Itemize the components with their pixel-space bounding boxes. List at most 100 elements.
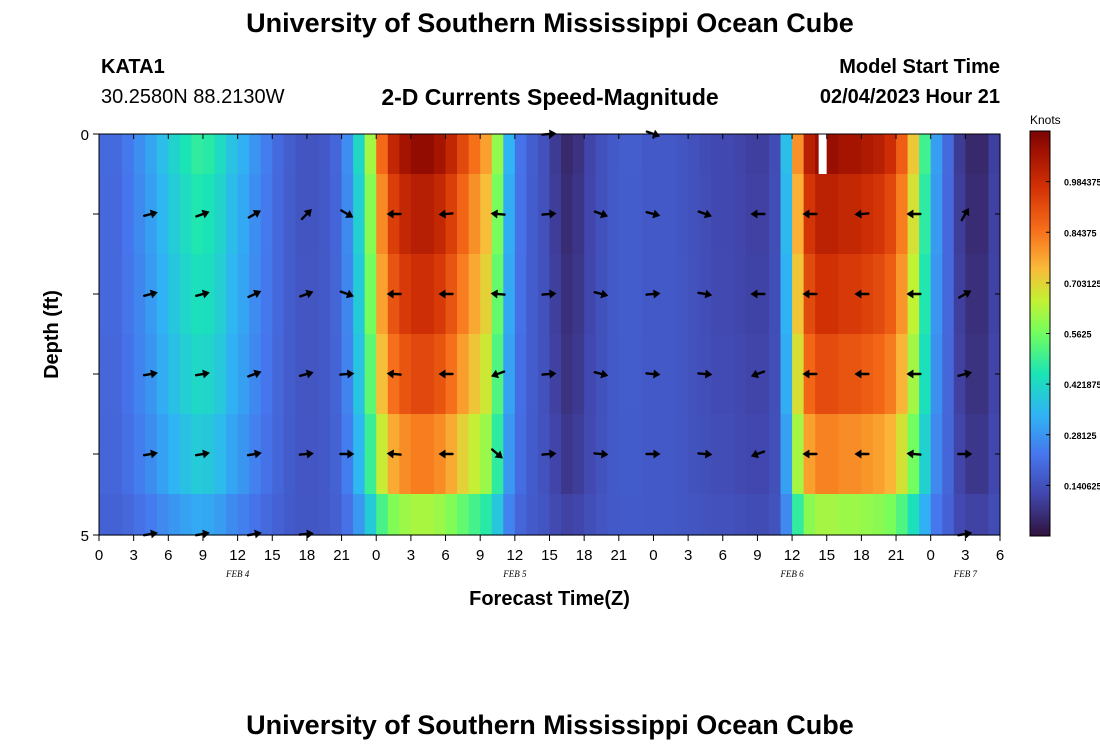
- heatmap-cell: [468, 414, 481, 495]
- heatmap-cell: [237, 494, 250, 536]
- heatmap-cell: [306, 254, 320, 335]
- x-tick-label: 0: [95, 547, 103, 564]
- heatmap-cell: [318, 134, 331, 175]
- heatmap-cell: [237, 134, 250, 175]
- heatmap-cell: [653, 134, 666, 175]
- heatmap-cell: [226, 334, 239, 415]
- heatmap-cell: [653, 494, 666, 536]
- heatmap-cell: [688, 494, 701, 536]
- x-tick-label: 21: [333, 547, 350, 564]
- heatmap-cell: [122, 334, 135, 415]
- heatmap-cell: [584, 254, 597, 335]
- heatmap-cell: [872, 254, 886, 335]
- heatmap-cell: [838, 414, 851, 495]
- station-id: KATA1: [101, 56, 165, 78]
- heatmap-cell: [353, 334, 366, 415]
- heatmap-cell: [884, 494, 897, 536]
- heatmap-cell: [722, 334, 735, 415]
- heatmap-cell: [896, 174, 909, 255]
- x-tick-label: 9: [199, 547, 207, 564]
- heatmap-cell: [168, 494, 181, 536]
- heatmap-cell: [260, 414, 273, 495]
- plot-title: 2-D Currents Speed-Magnitude: [381, 84, 719, 110]
- heatmap-cell: [191, 174, 204, 255]
- heatmap-cell: [988, 414, 1001, 495]
- heatmap-cell: [514, 334, 527, 415]
- heatmap-cell: [468, 334, 481, 415]
- heatmap-cell: [653, 174, 666, 255]
- heatmap-cell: [353, 254, 366, 335]
- heatmap-cell: [988, 174, 1001, 255]
- heatmap-cell: [364, 174, 377, 255]
- heatmap-cell: [376, 254, 389, 335]
- colorbar: Knots 0.984375 0.84375 0.703125 0.5625 0.4218…: [1029, 113, 1100, 537]
- heatmap-cell: [595, 494, 608, 536]
- heatmap-cell: [815, 174, 828, 255]
- heatmap-cell: [503, 414, 516, 495]
- heatmap-cell: [226, 174, 239, 255]
- heatmap-cell: [676, 414, 689, 495]
- model-start-label: Model Start Time: [839, 56, 1000, 78]
- heatmap-cell: [179, 254, 193, 335]
- heatmap-cell: [641, 174, 655, 255]
- heatmap-cell: [306, 414, 320, 495]
- heatmap-cell: [826, 174, 839, 255]
- heatmap-cell: [491, 134, 504, 175]
- heatmap-cell: [503, 134, 516, 175]
- heatmap-cell: [445, 134, 458, 175]
- heatmap-cell: [457, 414, 470, 495]
- heatmap-cell: [318, 254, 331, 335]
- x-tick-label: 3: [684, 547, 692, 564]
- heatmap-cell: [630, 334, 643, 415]
- heatmap-cell: [976, 414, 990, 495]
- heatmap-cell: [549, 414, 562, 495]
- heatmap-cell: [607, 134, 620, 175]
- x-tick-label: 21: [888, 547, 905, 564]
- heatmap-cell: [399, 254, 412, 335]
- heatmap-cell: [353, 174, 366, 255]
- heatmap-cell: [272, 254, 285, 335]
- heatmap-cell: [838, 254, 851, 335]
- heatmap-cell: [976, 494, 990, 536]
- heatmap-cell: [330, 414, 343, 495]
- heatmap-cell: [341, 494, 354, 536]
- heatmap-cell: [641, 494, 655, 536]
- heatmap-cell: [387, 134, 400, 175]
- heatmap-cell: [399, 174, 412, 255]
- heatmap-cell: [838, 134, 851, 175]
- colorbar-tick-label: 0.5625: [1064, 330, 1092, 340]
- heatmap-cell: [422, 334, 435, 415]
- heatmap-cell: [99, 494, 112, 536]
- heatmap-cell: [711, 414, 724, 495]
- heatmap-cell: [965, 494, 978, 536]
- heatmap-cell: [168, 334, 181, 415]
- heatmap-cell: [745, 414, 759, 495]
- heatmap-cell: [653, 254, 666, 335]
- heatmap-cell: [526, 254, 539, 335]
- heatmap-cell: [722, 414, 735, 495]
- heatmap-cell: [376, 334, 389, 415]
- heatmap-cell: [884, 414, 897, 495]
- heatmap-cell: [410, 414, 424, 495]
- heatmap-cell: [410, 254, 424, 335]
- heatmap-cell: [849, 494, 862, 536]
- heatmap-cell: [214, 414, 227, 495]
- x-tick-label: 3: [961, 547, 969, 564]
- heatmap-cell: [376, 494, 389, 536]
- heatmap-cell: [561, 414, 574, 495]
- x-axis-label: Forecast Time(Z): [469, 588, 630, 610]
- heatmap-cell: [768, 254, 782, 335]
- heatmap-cell: [826, 134, 839, 175]
- heatmap-cell: [283, 494, 296, 536]
- heatmap-cell: [191, 134, 204, 175]
- heatmap-cell: [976, 174, 990, 255]
- heatmap-cell: [526, 134, 539, 175]
- x-tick-label: 6: [164, 547, 172, 564]
- heatmap-cell: [133, 494, 146, 536]
- heatmap-cell: [99, 134, 112, 175]
- heatmap-cell: [364, 414, 377, 495]
- x-tick-label: 3: [407, 547, 415, 564]
- heatmap-cell: [815, 414, 828, 495]
- heatmap-cell: [156, 334, 169, 415]
- heatmap-cell: [884, 254, 897, 335]
